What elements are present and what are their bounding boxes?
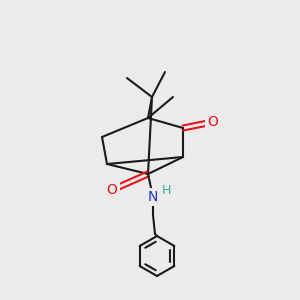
Text: O: O [208, 115, 218, 129]
Text: O: O [106, 183, 117, 197]
Text: N: N [148, 190, 158, 204]
Text: H: H [161, 184, 171, 197]
